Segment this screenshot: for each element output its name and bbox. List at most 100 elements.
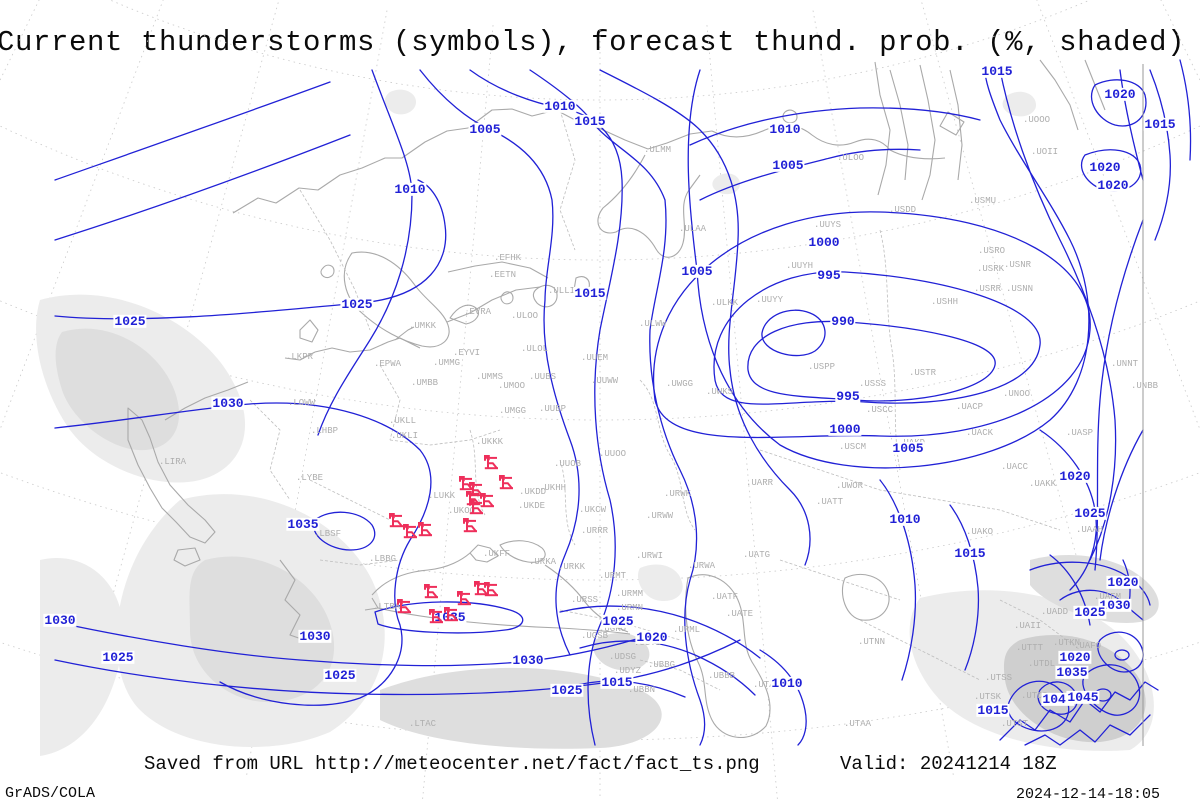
thunderstorm-icon <box>423 583 439 599</box>
isobar-label: 1020 <box>1103 86 1137 102</box>
station-label-uubp: .UUBP <box>539 404 567 415</box>
probability-shading <box>36 89 1159 756</box>
station-label-usnr: .USNR <box>1004 260 1032 271</box>
station-label-uwks: .UWKS <box>706 387 734 398</box>
station-label-uadd: .UADD <box>1041 607 1069 618</box>
thunderstorm-icon <box>498 474 514 490</box>
station-label-uuob: .UUOB <box>554 459 582 470</box>
station-label-urwk: .URWK <box>664 489 692 500</box>
station-label-eetn: .EETN <box>489 270 517 281</box>
station-label-ustr: .USTR <box>909 368 937 379</box>
isobar-label: 1025 <box>113 313 147 329</box>
station-label-ugko: .UGKO <box>599 624 627 635</box>
station-label-utdl: .UTDL <box>1028 659 1056 670</box>
isobar-label: 995 <box>816 267 842 283</box>
station-label-lbbg: .LBBG <box>369 554 397 565</box>
station-label-ugsb: .UGSB <box>581 631 609 642</box>
station-label-urmm: .URMM <box>616 589 644 600</box>
station-label-unbb: .UNBB <box>1131 381 1159 392</box>
isobar-label: 1030 <box>211 395 245 411</box>
station-label-ukde: .UKDE <box>518 501 546 512</box>
isobar-label: 1005 <box>680 263 714 279</box>
isobar-label: 1020 <box>1096 177 1130 193</box>
isobar-label: 1040 <box>1041 691 1075 707</box>
station-label-ulli: .ULLI <box>548 286 576 297</box>
station-label-usmu: .USMU <box>969 196 997 207</box>
station-label-utst: .UTST <box>1001 719 1029 730</box>
station-label-uacp: .UACP <box>956 402 984 413</box>
station-label-ubbg: .UBBG <box>648 660 676 671</box>
station-label-ltac: .LTAC <box>409 719 437 730</box>
thunderstorm-icon <box>388 512 404 528</box>
isobar-label: 1005 <box>468 121 502 137</box>
thunderstorm-icon <box>456 590 472 606</box>
station-label-lkpr: .LKPR <box>286 352 314 363</box>
station-label-uacc: .UACC <box>1001 462 1029 473</box>
station-label-lukk: .LUKK <box>428 491 456 502</box>
station-label-lybe: .LYBE <box>296 473 324 484</box>
isobar-label: 1020 <box>1058 468 1092 484</box>
station-label-ltba: .LTBA <box>373 602 401 613</box>
station-label-usnn: .USNN <box>1006 284 1034 295</box>
isobar-label: 1005 <box>891 440 925 456</box>
valid-time-text: Valid: 20241214 18Z <box>840 753 1057 775</box>
isobar-label: 1010 <box>393 181 427 197</box>
station-label-uscm: .USCM <box>839 442 867 453</box>
station-label-uuyh: .UUYH <box>786 261 814 272</box>
thunderstorm-icon <box>458 475 474 491</box>
thunderstorm-icon <box>462 517 478 533</box>
station-label-uaii: .UAII <box>1014 621 1042 632</box>
station-label-ulaa: .ULAA <box>679 224 707 235</box>
station-label-ulmm: .ULMM <box>644 145 672 156</box>
station-label-lbsf: .LBSF <box>314 529 342 540</box>
station-label-lhbp: .LHBP <box>311 426 339 437</box>
thunderstorm-icon <box>483 581 499 597</box>
isobar-label: 1020 <box>635 629 669 645</box>
thunderstorm-icon <box>483 454 499 470</box>
isobar-label: 1025 <box>323 667 357 683</box>
station-label-ushh: .USHH <box>931 297 959 308</box>
station-label-uako: .UAKO <box>966 527 994 538</box>
station-label-uatf: .UATF <box>711 592 739 603</box>
station-label-uwgg: .UWGG <box>666 379 694 390</box>
isobar-label: 1025 <box>340 296 374 312</box>
station-label-umkk: .UMKK <box>409 321 437 332</box>
station-label-utss: .UTSS <box>985 673 1013 684</box>
station-label-urmt: .URMT <box>599 571 627 582</box>
thunderstorm-icon <box>396 598 412 614</box>
isobar-label: 1025 <box>101 649 135 665</box>
isobar-label: 995 <box>835 388 861 404</box>
isobar-label: 1030 <box>511 652 545 668</box>
isobar-label: 1015 <box>1143 116 1177 132</box>
station-label-umms: .UMMS <box>476 372 504 383</box>
station-label-umgg: .UMGG <box>499 406 527 417</box>
station-label-epwa: .EPWA <box>374 359 402 370</box>
station-label-ukff: .UKFF <box>483 549 511 560</box>
station-label-ukcw: .UKCW <box>579 505 607 516</box>
isobar-label: 1025 <box>1073 604 1107 620</box>
station-label-udyz: .UDYZ <box>614 666 642 677</box>
station-label-uloo: .ULOO <box>837 153 865 164</box>
station-label-urwi: .URWI <box>636 551 664 562</box>
station-label-urwa: .URWA <box>688 561 716 572</box>
isobar-label: 1015 <box>976 702 1010 718</box>
station-label-utdd: .UTDD <box>1021 691 1049 702</box>
station-label-utsk: .UTSK <box>974 692 1002 703</box>
station-label-ubbn: .UBBN <box>628 685 656 696</box>
station-label-umbb: .UMBB <box>411 378 439 389</box>
station-label-utak: .UTAK <box>753 680 781 691</box>
station-label-unnt: .UNNT <box>1111 359 1139 370</box>
datetime-stamp: 2024-12-14-18:05 <box>1015 786 1160 800</box>
grads-credit-text: GrADS/COLA <box>5 785 96 800</box>
isobar-label: 1000 <box>828 421 862 437</box>
thunderstorm-icon <box>428 608 444 624</box>
isobar-label: 1025 <box>1073 505 1107 521</box>
station-label-ukdd: .UKDD <box>519 487 547 498</box>
isobar-label: 1030 <box>298 628 332 644</box>
station-label-loww: .LOWW <box>288 398 316 409</box>
thunderstorm-icon <box>417 521 433 537</box>
thunderstorm-icon <box>443 606 459 622</box>
isobar-label: 1015 <box>980 63 1014 79</box>
isobar-label: 1000 <box>807 234 841 250</box>
